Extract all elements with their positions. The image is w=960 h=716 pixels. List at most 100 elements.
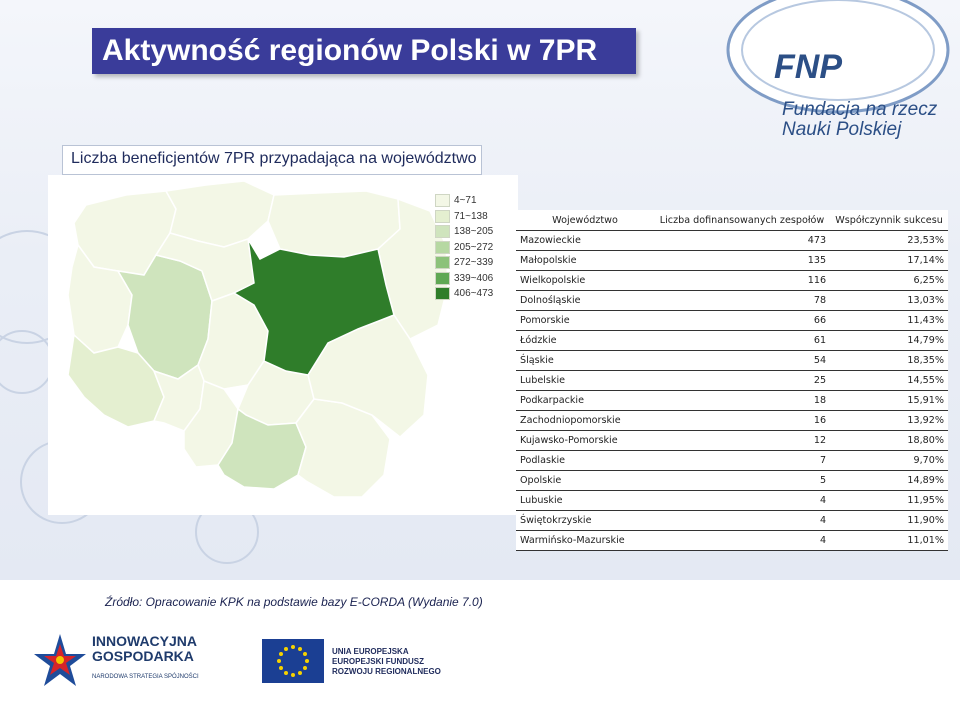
cell-success-rate: 18,35%	[830, 350, 948, 371]
source-note: Źródło: Opracowanie KPK na podstawie baz…	[105, 595, 483, 609]
cell-region: Pomorskie	[516, 310, 654, 331]
cell-region: Mazowieckie	[516, 230, 654, 251]
fnp-name: Fundacja na rzecz Nauki Polskiej	[782, 100, 937, 140]
ig-star-icon	[34, 634, 86, 686]
cell-success-rate: 14,55%	[830, 370, 948, 391]
table-row: Lubuskie 4 11,95%	[516, 490, 948, 511]
cell-teams: 54	[654, 350, 831, 371]
table-row: Dolnośląskie 78 13,03%	[516, 290, 948, 311]
regions-table: Województwo Liczba dofinansowanych zespo…	[516, 210, 948, 551]
legend-swatch	[435, 225, 450, 239]
table-row: Świętokrzyskie 4 11,90%	[516, 510, 948, 531]
table-row: Lubelskie 25 14,55%	[516, 370, 948, 391]
cell-teams: 7	[654, 450, 831, 471]
cell-region: Warmińsko-Mazurskie	[516, 530, 654, 551]
cell-teams: 12	[654, 430, 831, 451]
cell-region: Podlaskie	[516, 450, 654, 471]
cell-region: Wielkopolskie	[516, 270, 654, 291]
cell-success-rate: 14,89%	[830, 470, 948, 491]
ig-subtitle: NARODOWA STRATEGIA SPÓJNOŚCI	[92, 674, 199, 680]
cell-region: Dolnośląskie	[516, 290, 654, 311]
cell-success-rate: 13,92%	[830, 410, 948, 431]
table-row: Kujawsko-Pomorskie 12 18,80%	[516, 430, 948, 451]
legend-label: 272~339	[454, 257, 494, 269]
eu-line1: UNIA EUROPEJSKA	[332, 647, 409, 656]
subtitle: Liczba beneficjentów 7PR przypadająca na…	[71, 150, 477, 167]
legend-label: 71~138	[454, 210, 488, 222]
cell-region: Opolskie	[516, 470, 654, 491]
map-legend: 4~71 71~138 138~205 205~272 272~339 339~…	[435, 193, 493, 302]
column-header-success-rate: Współczynnik sukcesu	[830, 210, 948, 231]
table-row: Łódzkie 61 14,79%	[516, 330, 948, 351]
cell-success-rate: 13,03%	[830, 290, 948, 311]
cell-region: Zachodniopomorskie	[516, 410, 654, 431]
cell-teams: 78	[654, 290, 831, 311]
innowacyjna-gospodarka-logo: INNOWACYJNA GOSPODARKA NARODOWA STRATEGI…	[30, 630, 220, 692]
cell-region: Podkarpackie	[516, 390, 654, 411]
legend-label: 205~272	[454, 241, 494, 253]
legend-item: 339~406	[435, 271, 493, 287]
table-row: Małopolskie 135 17,14%	[516, 250, 948, 271]
cell-teams: 66	[654, 310, 831, 331]
eu-logo: UNIA EUROPEJSKA EUROPEJSKI FUNDUSZ ROZWO…	[262, 635, 452, 687]
cell-success-rate: 23,53%	[830, 230, 948, 251]
table-row: Śląskie 54 18,35%	[516, 350, 948, 371]
legend-label: 406~473	[454, 288, 494, 300]
cell-region: Małopolskie	[516, 250, 654, 271]
legend-label: 4~71	[454, 195, 477, 207]
legend-swatch	[435, 256, 450, 270]
fnp-logo: FNP	[726, 0, 950, 114]
cell-region: Kujawsko-Pomorskie	[516, 430, 654, 451]
slide-title-box: Aktywność regionów Polski w 7PR	[92, 28, 636, 74]
legend-label: 138~205	[454, 226, 494, 238]
cell-teams: 116	[654, 270, 831, 291]
ig-line2: GOSPODARKA	[92, 648, 194, 664]
table-row: Mazowieckie 473 23,53%	[516, 230, 948, 251]
cell-success-rate: 18,80%	[830, 430, 948, 451]
eu-line2: EUROPEJSKI FUNDUSZ	[332, 657, 425, 666]
ig-title: INNOWACYJNA GOSPODARKA	[92, 634, 197, 664]
slide-title: Aktywność regionów Polski w 7PR	[102, 34, 598, 67]
table-body: Mazowieckie 473 23,53% Małopolskie 135 17,14…	[516, 230, 948, 551]
legend-swatch	[435, 271, 450, 285]
column-header-region: Województwo	[516, 210, 654, 231]
eu-flag-icon	[262, 639, 324, 683]
table-row: Wielkopolskie 116 6,25%	[516, 270, 948, 291]
legend-item: 205~272	[435, 240, 493, 256]
table-row: Zachodniopomorskie 16 13,92%	[516, 410, 948, 431]
fnp-name-line2: Nauki Polskiej	[782, 119, 902, 140]
legend-swatch	[435, 209, 450, 223]
cell-teams: 135	[654, 250, 831, 271]
ig-line1: INNOWACYJNA	[92, 633, 198, 649]
cell-teams: 16	[654, 410, 831, 431]
legend-item: 138~205	[435, 224, 493, 240]
column-header-teams: Liczba dofinansowanych zespołów	[654, 210, 831, 231]
subtitle-box: Liczba beneficjentów 7PR przypadająca na…	[62, 145, 482, 175]
fnp-abbr: FNP	[774, 48, 842, 86]
cell-teams: 18	[654, 390, 831, 411]
eu-line3: ROZWOJU REGIONALNEGO	[332, 667, 441, 676]
fnp-name-line1: Fundacja na rzecz	[782, 99, 938, 120]
cell-teams: 25	[654, 370, 831, 391]
cell-success-rate: 14,79%	[830, 330, 948, 351]
cell-region: Lubelskie	[516, 370, 654, 391]
legend-item: 71~138	[435, 209, 493, 225]
region-mazowieckie	[232, 238, 395, 376]
table-row: Pomorskie 66 11,43%	[516, 310, 948, 331]
cell-region: Łódzkie	[516, 330, 654, 351]
eu-text: UNIA EUROPEJSKA EUROPEJSKI FUNDUSZ ROZWO…	[332, 647, 441, 677]
poland-map	[67, 180, 449, 498]
table-row: Opolskie 5 14,89%	[516, 470, 948, 491]
cell-teams: 5	[654, 470, 831, 491]
cell-success-rate: 11,95%	[830, 490, 948, 511]
cell-success-rate: 11,01%	[830, 530, 948, 551]
cell-teams: 4	[654, 510, 831, 531]
cell-success-rate: 6,25%	[830, 270, 948, 291]
cell-teams: 4	[654, 490, 831, 511]
table-header-row: Województwo Liczba dofinansowanych zespo…	[516, 210, 948, 231]
table-row: Warmińsko-Mazurskie 4 11,01%	[516, 530, 948, 551]
legend-swatch	[435, 194, 450, 208]
cell-success-rate: 11,43%	[830, 310, 948, 331]
cell-teams: 61	[654, 330, 831, 351]
legend-item: 4~71	[435, 193, 493, 209]
